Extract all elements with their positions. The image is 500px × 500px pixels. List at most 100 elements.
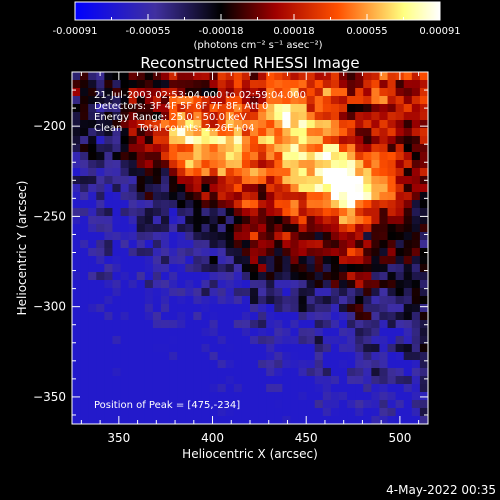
image-cell (185, 80, 194, 89)
image-cell (282, 248, 292, 257)
image-cell (387, 80, 397, 89)
image-cell (161, 336, 170, 345)
image-cell (266, 304, 275, 313)
image-cell (379, 72, 389, 81)
image-cell (403, 352, 413, 361)
image-cell (371, 328, 381, 337)
image-cell (395, 344, 405, 353)
image-cell (128, 280, 138, 289)
image-cell (177, 352, 186, 361)
image-cell (322, 392, 332, 401)
image-cell (112, 272, 122, 281)
image-cell (152, 168, 162, 177)
image-cell (395, 360, 405, 369)
image-cell (104, 264, 114, 273)
image-cell (250, 128, 259, 137)
image-cell (298, 88, 308, 97)
image-cell (274, 360, 283, 369)
image-cell (144, 360, 154, 369)
image-cell (314, 208, 324, 217)
image-cell (136, 152, 146, 161)
image-cell (339, 368, 348, 377)
image-cell (322, 280, 332, 289)
image-cell (217, 288, 227, 297)
image-cell (241, 208, 251, 217)
image-cell (419, 304, 428, 313)
image-cell (274, 312, 283, 321)
image-cell (395, 112, 405, 121)
image-cell (225, 392, 235, 401)
image-cell (185, 248, 194, 257)
image-cell (80, 216, 89, 225)
image-cell (387, 264, 397, 273)
image-cell (306, 136, 316, 145)
image-cell (347, 120, 356, 129)
image-cell (80, 192, 89, 201)
image-cell (290, 416, 300, 424)
image-cell (128, 216, 138, 225)
image-cell (152, 320, 162, 329)
image-cell (201, 296, 211, 305)
image-cell (306, 376, 316, 385)
image-cell (128, 296, 138, 305)
image-cell (290, 224, 300, 233)
image-cell (225, 272, 235, 281)
image-cell (177, 80, 186, 89)
image-cell (104, 368, 114, 377)
image-cell (241, 392, 251, 401)
image-cell (250, 408, 259, 417)
image-cell (152, 144, 162, 153)
image-cell (419, 408, 428, 417)
image-cell (96, 88, 105, 97)
image-cell (225, 192, 235, 201)
image-cell (387, 200, 397, 209)
image-cell (258, 72, 267, 81)
image-cell (379, 416, 389, 424)
image-cell (177, 416, 186, 424)
image-cell (282, 400, 292, 409)
image-cell (395, 256, 405, 265)
image-cell (387, 392, 397, 401)
image-cell (144, 280, 154, 289)
image-cell (169, 160, 178, 169)
image-cell (363, 384, 372, 393)
image-cell (339, 136, 348, 145)
image-cell (112, 376, 122, 385)
image-cell (185, 400, 194, 409)
image-cell (104, 392, 114, 401)
image-cell (274, 128, 283, 137)
image-cell (266, 224, 275, 233)
image-cell (88, 280, 97, 289)
image-cell (339, 216, 348, 225)
image-cell (258, 320, 267, 329)
image-cell (395, 240, 405, 249)
image-cell (201, 80, 211, 89)
image-cell (96, 128, 105, 137)
image-cell (250, 136, 259, 145)
image-cell (330, 224, 340, 233)
image-cell (250, 224, 259, 233)
image-cell (217, 376, 227, 385)
image-cell (339, 168, 348, 177)
image-cell (80, 320, 89, 329)
image-cell (201, 360, 211, 369)
image-cell (136, 280, 146, 289)
image-cell (411, 408, 421, 417)
image-cell (258, 368, 267, 377)
image-cell (347, 176, 356, 185)
image-cell (185, 280, 194, 289)
image-cell (298, 392, 308, 401)
image-cell (128, 184, 138, 193)
image-cell (250, 200, 259, 209)
image-cell (104, 352, 114, 361)
image-cell (161, 304, 170, 313)
image-cell (120, 344, 130, 353)
image-cell (209, 240, 219, 249)
image-cell (347, 328, 356, 337)
image-cell (322, 272, 332, 281)
image-cell (379, 360, 389, 369)
image-cell (144, 392, 154, 401)
image-cell (169, 312, 178, 321)
image-cell (209, 104, 219, 113)
image-cell (419, 336, 428, 345)
